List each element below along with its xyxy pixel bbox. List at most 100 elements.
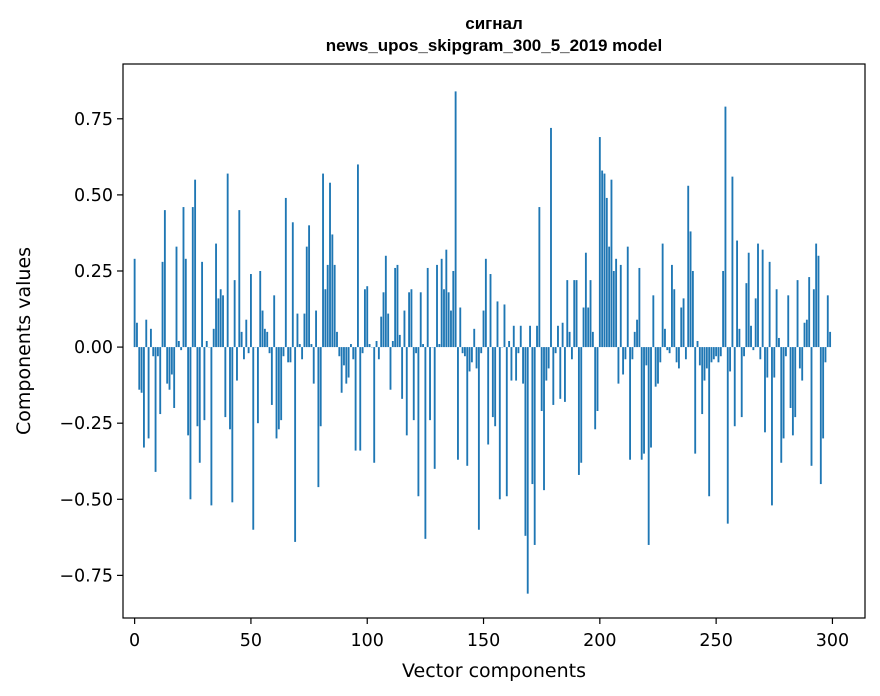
bar-99 xyxy=(363,289,366,348)
bar-258 xyxy=(733,347,736,427)
plot-area-frame xyxy=(122,63,866,619)
bar-81 xyxy=(322,173,324,348)
bar-191 xyxy=(577,347,580,475)
bar-189 xyxy=(573,280,576,348)
bar-220 xyxy=(645,347,648,366)
bar-127 xyxy=(429,347,431,421)
y-tick-label: 0.00 xyxy=(74,338,113,358)
bar-58 xyxy=(268,347,271,354)
bar-199 xyxy=(596,347,599,412)
bar-69 xyxy=(294,347,297,542)
bar-228 xyxy=(664,328,666,348)
bar-153 xyxy=(489,274,492,348)
bar-215 xyxy=(633,331,636,348)
bar-131 xyxy=(438,344,441,348)
bar-145 xyxy=(470,347,473,363)
bar-10 xyxy=(156,347,159,357)
bar-166 xyxy=(519,325,522,348)
bar-66 xyxy=(287,347,290,363)
bar-160 xyxy=(505,347,508,497)
bar-80 xyxy=(319,347,322,427)
bar-67 xyxy=(289,347,292,363)
bar-271 xyxy=(764,347,766,433)
bar-287 xyxy=(801,347,804,381)
bar-134 xyxy=(445,249,448,348)
bar-124 xyxy=(422,344,424,348)
bar-233 xyxy=(675,347,678,363)
bar-247 xyxy=(708,347,711,497)
bar-62 xyxy=(277,347,280,430)
bar-154 xyxy=(491,347,494,418)
x-axis: 0 50 100 150 200 250 300 xyxy=(129,618,849,651)
y-tick-label: −0.50 xyxy=(59,490,113,510)
bar-219 xyxy=(643,347,645,454)
bar-143 xyxy=(466,347,469,466)
bar-113 xyxy=(396,264,399,348)
bar-46 xyxy=(240,331,243,348)
bar-200 xyxy=(598,137,601,348)
bar-179 xyxy=(550,127,552,348)
bar-246 xyxy=(705,347,708,369)
bar-244 xyxy=(701,347,704,415)
bar-245 xyxy=(703,347,706,381)
bar-270 xyxy=(761,249,764,348)
bar-18 xyxy=(175,246,178,348)
bar-249 xyxy=(712,347,715,360)
bar-259 xyxy=(736,240,738,348)
bar-184 xyxy=(561,322,564,348)
bar-90 xyxy=(343,347,345,366)
bar-276 xyxy=(775,289,778,348)
bar-111 xyxy=(391,341,394,348)
bar-172 xyxy=(533,347,536,545)
bar-180 xyxy=(552,347,555,405)
bar-173 xyxy=(536,325,538,348)
bar-242 xyxy=(696,341,699,348)
bar-165 xyxy=(517,347,520,354)
bar-265 xyxy=(750,325,752,348)
bar-241 xyxy=(694,347,697,454)
bar-43 xyxy=(233,280,236,348)
bar-77 xyxy=(312,347,315,384)
bar-97 xyxy=(359,347,362,451)
bar-55 xyxy=(261,310,264,348)
bar-290 xyxy=(808,277,811,348)
bar-45 xyxy=(238,210,241,348)
bar-121 xyxy=(415,347,418,354)
bar-237 xyxy=(684,347,687,360)
bar-223 xyxy=(652,295,655,348)
chart-title: сигнал news_upos_skipgram_300_5_2019 mod… xyxy=(326,14,662,55)
bar-221 xyxy=(647,347,650,545)
y-tick-label: −0.75 xyxy=(59,566,113,586)
bar-86 xyxy=(333,264,336,348)
bar-106 xyxy=(380,316,383,348)
bar-114 xyxy=(398,334,401,348)
bar-235 xyxy=(680,307,683,348)
bar-208 xyxy=(617,347,620,384)
bar-130 xyxy=(436,264,438,348)
bar-33 xyxy=(210,347,213,506)
bar-168 xyxy=(524,347,527,536)
bar-40 xyxy=(226,173,229,348)
bar-42 xyxy=(231,347,234,503)
bar-213 xyxy=(629,347,631,460)
bar-253 xyxy=(722,270,725,348)
bar-292 xyxy=(812,289,815,348)
bar-108 xyxy=(384,255,387,348)
y-tick-label: −0.25 xyxy=(59,414,113,434)
bar-207 xyxy=(615,258,618,348)
x-tick-label: 0 xyxy=(129,631,140,651)
bar-72 xyxy=(301,347,304,360)
x-tick-label: 250 xyxy=(699,631,732,651)
bar-285 xyxy=(796,280,799,348)
bar-171 xyxy=(531,347,534,485)
bar-263 xyxy=(745,283,748,348)
bar-105 xyxy=(377,347,380,360)
bar-88 xyxy=(338,347,341,357)
bar-51 xyxy=(252,347,255,530)
bar-61 xyxy=(275,347,278,439)
bar-26 xyxy=(194,179,197,348)
bar-156 xyxy=(496,301,499,348)
bar-201 xyxy=(601,170,604,348)
bar-8 xyxy=(152,347,155,357)
bar-76 xyxy=(310,344,313,348)
